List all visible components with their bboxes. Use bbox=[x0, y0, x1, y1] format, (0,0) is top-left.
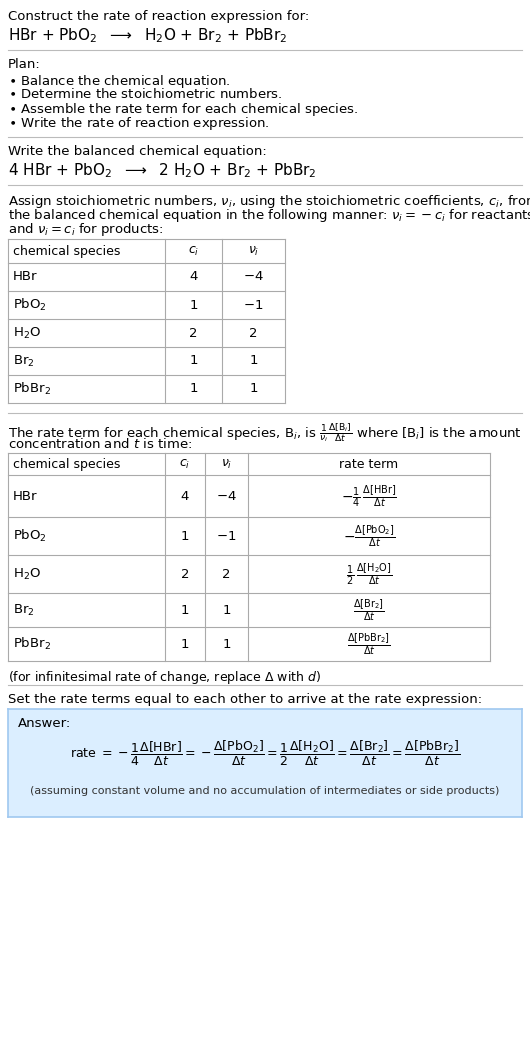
Text: 1: 1 bbox=[222, 604, 231, 616]
Text: 1: 1 bbox=[181, 637, 189, 651]
Text: $-4$: $-4$ bbox=[243, 271, 264, 283]
Text: PbBr$_2$: PbBr$_2$ bbox=[13, 636, 51, 652]
Text: $c_i$: $c_i$ bbox=[188, 245, 199, 258]
Text: The rate term for each chemical species, B$_i$, is $\frac{1}{\nu_i}\frac{\Delta[: The rate term for each chemical species,… bbox=[8, 420, 522, 444]
Text: 2: 2 bbox=[249, 326, 258, 340]
Text: $-1$: $-1$ bbox=[243, 298, 264, 312]
Text: Plan:: Plan: bbox=[8, 58, 41, 71]
Text: 2: 2 bbox=[189, 326, 198, 340]
Text: PbO$_2$: PbO$_2$ bbox=[13, 297, 47, 313]
Text: chemical species: chemical species bbox=[13, 458, 120, 471]
Text: (for infinitesimal rate of change, replace $\Delta$ with $d$): (for infinitesimal rate of change, repla… bbox=[8, 669, 321, 686]
Text: 1: 1 bbox=[189, 298, 198, 312]
Text: Answer:: Answer: bbox=[18, 717, 71, 730]
Text: $\nu_i$: $\nu_i$ bbox=[221, 458, 232, 471]
Text: concentration and $t$ is time:: concentration and $t$ is time: bbox=[8, 437, 192, 451]
Text: HBr: HBr bbox=[13, 490, 38, 502]
Text: $-4$: $-4$ bbox=[216, 490, 237, 502]
Text: $-\frac{\Delta[\mathrm{PbO_2}]}{\Delta t}$: $-\frac{\Delta[\mathrm{PbO_2}]}{\Delta t… bbox=[343, 523, 395, 549]
Text: $\frac{\Delta[\mathrm{PbBr_2}]}{\Delta t}$: $\frac{\Delta[\mathrm{PbBr_2}]}{\Delta t… bbox=[347, 631, 391, 657]
Text: $c_i$: $c_i$ bbox=[179, 458, 191, 471]
Text: H$_2$O: H$_2$O bbox=[13, 567, 41, 582]
Text: chemical species: chemical species bbox=[13, 245, 120, 258]
Text: rate $= -\dfrac{1}{4}\dfrac{\Delta[\mathrm{HBr}]}{\Delta t} = -\dfrac{\Delta[\ma: rate $= -\dfrac{1}{4}\dfrac{\Delta[\math… bbox=[70, 738, 460, 768]
Text: Br$_2$: Br$_2$ bbox=[13, 354, 34, 368]
Text: rate term: rate term bbox=[339, 458, 399, 471]
Text: 1: 1 bbox=[189, 355, 198, 367]
Text: 1: 1 bbox=[222, 637, 231, 651]
Text: 4: 4 bbox=[189, 271, 198, 283]
Text: $\bullet$ Determine the stoichiometric numbers.: $\bullet$ Determine the stoichiometric n… bbox=[8, 87, 282, 101]
Text: 1: 1 bbox=[249, 383, 258, 395]
Text: HBr: HBr bbox=[13, 271, 38, 283]
Text: Br$_2$: Br$_2$ bbox=[13, 602, 34, 617]
Text: 4 HBr + PbO$_2$  $\longrightarrow$  2 H$_2$O + Br$_2$ + PbBr$_2$: 4 HBr + PbO$_2$ $\longrightarrow$ 2 H$_2… bbox=[8, 161, 316, 180]
Text: $-1$: $-1$ bbox=[216, 529, 237, 543]
Text: 1: 1 bbox=[181, 529, 189, 543]
Text: and $\nu_i = c_i$ for products:: and $\nu_i = c_i$ for products: bbox=[8, 221, 164, 238]
Text: Write the balanced chemical equation:: Write the balanced chemical equation: bbox=[8, 145, 267, 158]
Text: 1: 1 bbox=[181, 604, 189, 616]
Text: 4: 4 bbox=[181, 490, 189, 502]
Text: Assign stoichiometric numbers, $\nu_i$, using the stoichiometric coefficients, $: Assign stoichiometric numbers, $\nu_i$, … bbox=[8, 194, 530, 210]
Text: 2: 2 bbox=[181, 568, 189, 581]
Text: PbBr$_2$: PbBr$_2$ bbox=[13, 381, 51, 397]
Text: 2: 2 bbox=[222, 568, 231, 581]
Text: 1: 1 bbox=[249, 355, 258, 367]
Text: the balanced chemical equation in the following manner: $\nu_i = -c_i$ for react: the balanced chemical equation in the fo… bbox=[8, 207, 530, 224]
Text: Construct the rate of reaction expression for:: Construct the rate of reaction expressio… bbox=[8, 10, 309, 23]
Text: $\bullet$ Balance the chemical equation.: $\bullet$ Balance the chemical equation. bbox=[8, 73, 231, 90]
Text: $\frac{1}{2}\,\frac{\Delta[\mathrm{H_2O}]}{\Delta t}$: $\frac{1}{2}\,\frac{\Delta[\mathrm{H_2O}… bbox=[346, 561, 392, 587]
Text: $\nu_i$: $\nu_i$ bbox=[248, 245, 259, 258]
Text: H$_2$O: H$_2$O bbox=[13, 325, 41, 341]
Text: HBr + PbO$_2$  $\longrightarrow$  H$_2$O + Br$_2$ + PbBr$_2$: HBr + PbO$_2$ $\longrightarrow$ H$_2$O +… bbox=[8, 26, 288, 45]
Text: $\bullet$ Assemble the rate term for each chemical species.: $\bullet$ Assemble the rate term for eac… bbox=[8, 101, 358, 118]
Text: Set the rate terms equal to each other to arrive at the rate expression:: Set the rate terms equal to each other t… bbox=[8, 693, 482, 706]
Text: 1: 1 bbox=[189, 383, 198, 395]
Text: (assuming constant volume and no accumulation of intermediates or side products): (assuming constant volume and no accumul… bbox=[30, 786, 500, 796]
Text: $\bullet$ Write the rate of reaction expression.: $\bullet$ Write the rate of reaction exp… bbox=[8, 115, 270, 132]
Text: $-\frac{1}{4}\,\frac{\Delta[\mathrm{HBr}]}{\Delta t}$: $-\frac{1}{4}\,\frac{\Delta[\mathrm{HBr}… bbox=[341, 483, 397, 508]
Text: $\frac{\Delta[\mathrm{Br_2}]}{\Delta t}$: $\frac{\Delta[\mathrm{Br_2}]}{\Delta t}$ bbox=[353, 597, 385, 622]
Text: PbO$_2$: PbO$_2$ bbox=[13, 528, 47, 544]
